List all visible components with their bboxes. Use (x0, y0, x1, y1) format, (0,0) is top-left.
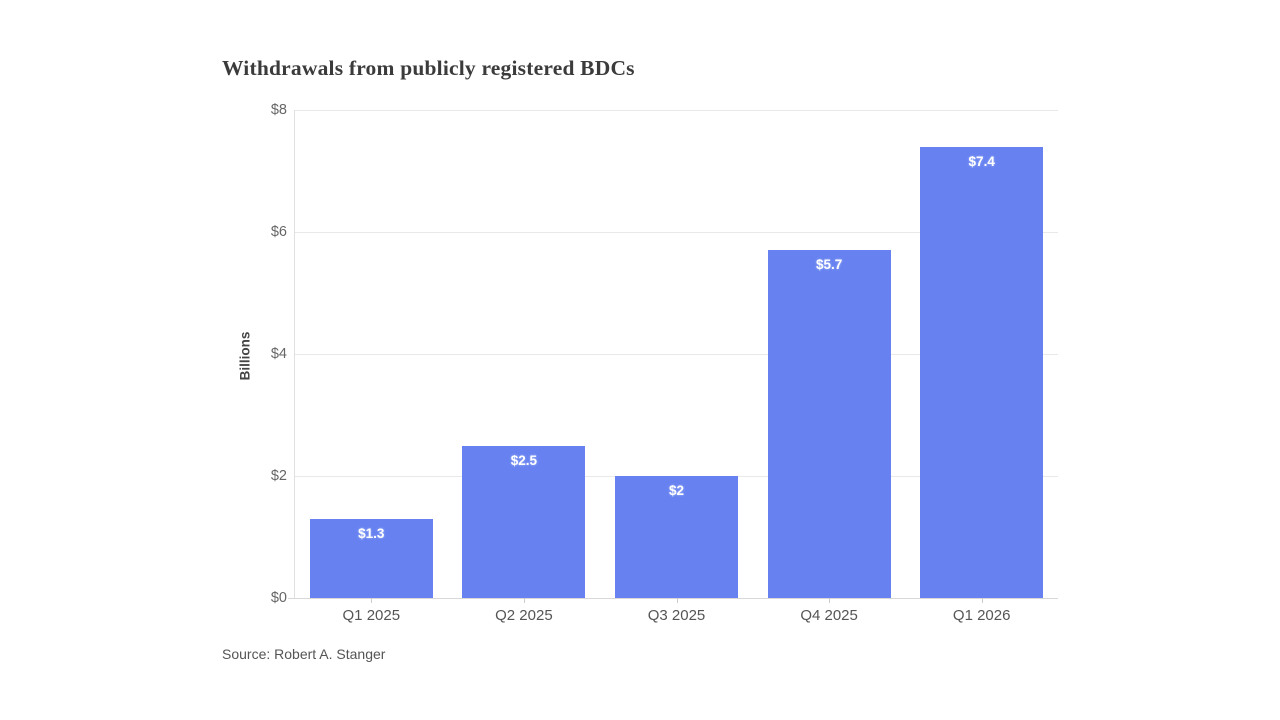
gridline (295, 232, 1058, 233)
bar-q1-2025: $1.3 (309, 518, 433, 598)
x-tick-mark (523, 598, 525, 603)
gridline (295, 110, 1058, 111)
bar-value-label: $2.5 (510, 452, 538, 468)
bar-q3-2025: $2 (615, 476, 738, 598)
x-tick-mark (676, 598, 678, 603)
bar-q1-2026: $7.4 (920, 146, 1044, 598)
x-tick-label: Q4 2025 (800, 607, 858, 624)
bar-value-label: $1.3 (358, 525, 385, 541)
y-tick-label: $8 (270, 102, 287, 118)
bar-value-label: $2 (668, 483, 685, 498)
y-tick-label: $0 (270, 590, 287, 606)
chart-title: Withdrawals from publicly registered BDC… (222, 56, 635, 80)
gridline (295, 354, 1058, 355)
source-note: Source: Robert A. Stanger (222, 646, 386, 662)
bar-q4-2025: $5.7 (767, 250, 891, 598)
x-axis-baseline (288, 598, 1058, 599)
x-tick-mark (829, 598, 831, 603)
plot-area: $1.3 Q1 2025 $2.5 Q2 2025 $2 Q3 2025 $5.7 Q4 20… (288, 110, 1058, 624)
bar-value-label: $5.7 (815, 257, 843, 273)
y-tick-label: $6 (270, 224, 287, 240)
x-tick-mark (371, 598, 373, 603)
x-tick-label: Q2 2025 (495, 607, 553, 624)
y-tick-label: $4 (270, 346, 287, 362)
x-tick-label: Q1 2025 (342, 607, 401, 624)
bar-q2-2025: $2.5 (462, 445, 586, 598)
y-axis-tick-labels: $0 $2 $4 $6 $8 (204, 102, 287, 606)
bar-value-label: $7.4 (968, 153, 995, 169)
x-tick-label: Q3 2025 (647, 607, 706, 624)
y-tick-label: $2 (270, 468, 287, 484)
x-tick-label: Q1 2026 (952, 607, 1011, 624)
x-tick-mark (981, 598, 983, 603)
